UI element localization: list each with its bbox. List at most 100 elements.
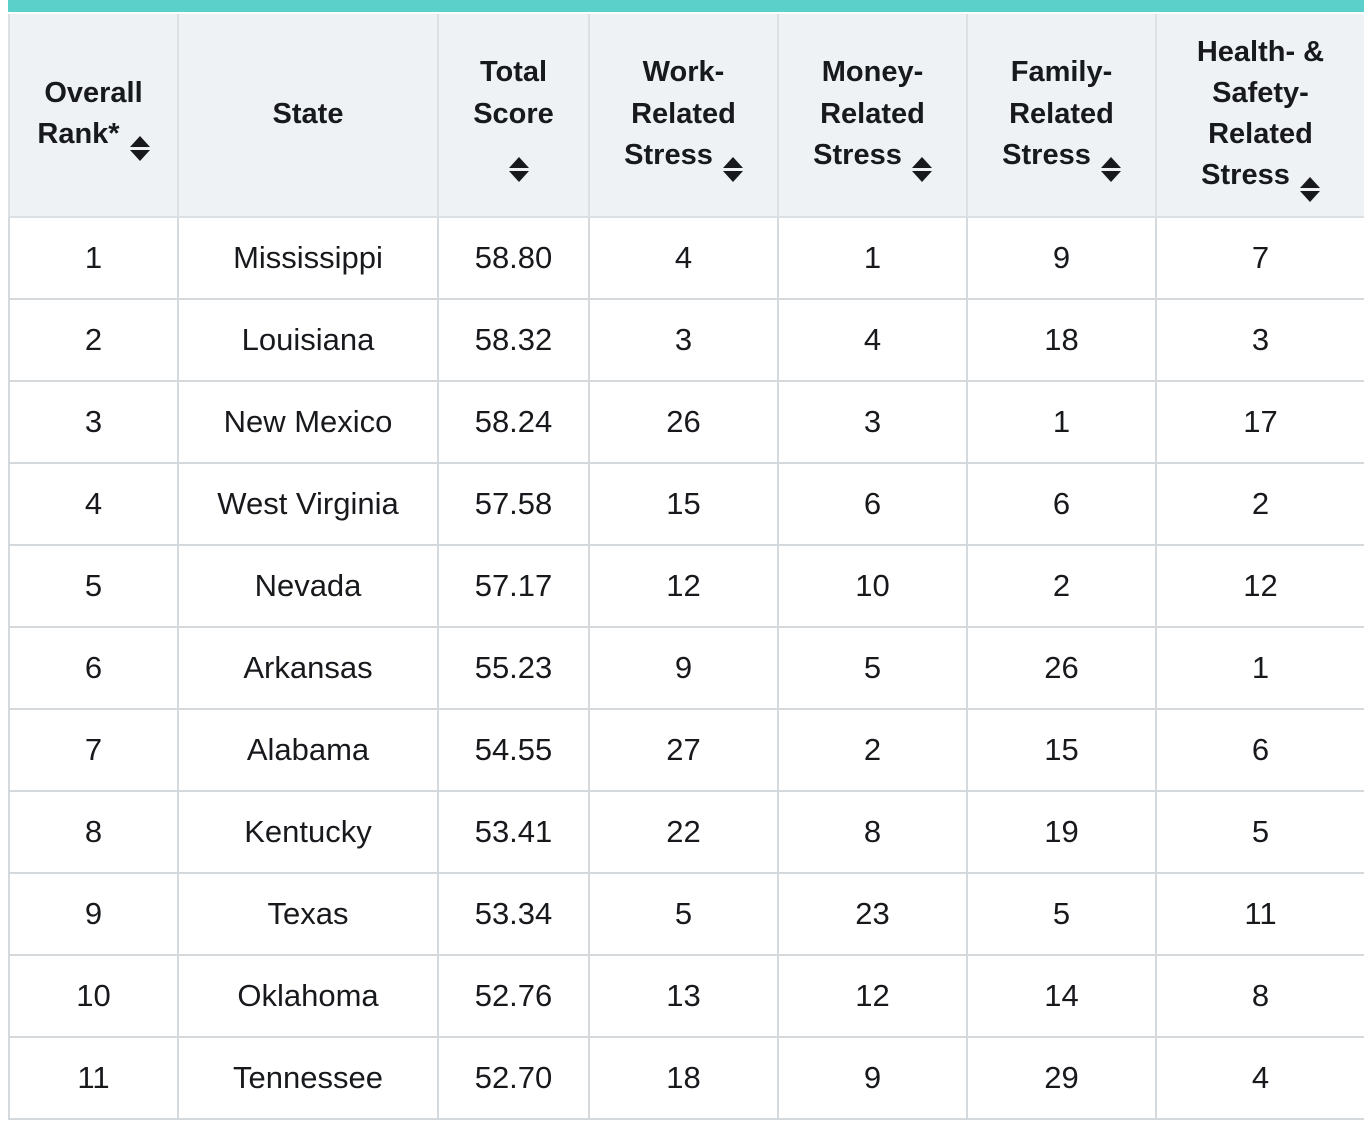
cell-family-related-stress: 5 <box>966 872 1157 956</box>
cell-state: Arkansas <box>177 626 439 710</box>
table-row: 8 Kentucky 53.41 22 8 19 5 <box>8 790 1364 874</box>
column-header-overall-rank[interactable]: Overall Rank* <box>8 14 179 218</box>
cell-overall-rank: 2 <box>8 298 179 382</box>
cell-work-related-stress: 27 <box>588 708 779 792</box>
table-body: 1 Mississippi 58.80 4 1 9 7 2 Louisiana 58.32 3 4 18… <box>8 216 1364 1120</box>
column-header-work-related-stress[interactable]: Work- Related Stress <box>588 14 779 218</box>
cell-state: Nevada <box>177 544 439 628</box>
cell-total-score: 57.17 <box>437 544 590 628</box>
cell-work-related-stress: 18 <box>588 1036 779 1120</box>
table-row: 2 Louisiana 58.32 3 4 18 3 <box>8 298 1364 382</box>
column-label-line: Safety- <box>1212 76 1309 109</box>
header-row: Overall Rank* State Total Score Work- Related S… <box>8 14 1364 218</box>
sort-icon <box>1100 156 1121 182</box>
column-label-line: Related <box>1208 118 1313 151</box>
cell-money-related-stress: 5 <box>777 626 968 710</box>
sort-icon <box>508 156 529 182</box>
table-row: 1 Mississippi 58.80 4 1 9 7 <box>8 216 1364 300</box>
cell-health-safety-related-stress: 4 <box>1155 1036 1364 1120</box>
cell-state: Mississippi <box>177 216 439 300</box>
cell-overall-rank: 4 <box>8 462 179 546</box>
cell-overall-rank: 8 <box>8 790 179 874</box>
column-label-line: Rank* <box>14 114 173 162</box>
cell-family-related-stress: 9 <box>966 216 1157 300</box>
column-label-line <box>443 135 584 182</box>
cell-money-related-stress: 1 <box>777 216 968 300</box>
cell-overall-rank: 7 <box>8 708 179 792</box>
column-label-line: Stress <box>594 135 773 182</box>
sort-icon <box>129 136 150 162</box>
column-label-line: Overall <box>44 76 143 109</box>
cell-state: Kentucky <box>177 790 439 874</box>
cell-total-score: 58.24 <box>437 380 590 464</box>
cell-overall-rank: 3 <box>8 380 179 464</box>
cell-total-score: 53.34 <box>437 872 590 956</box>
table-row: 5 Nevada 57.17 12 10 2 12 <box>8 544 1364 628</box>
column-header-total-score[interactable]: Total Score <box>437 14 590 218</box>
cell-overall-rank: 9 <box>8 872 179 956</box>
cell-health-safety-related-stress: 5 <box>1155 790 1364 874</box>
column-label-line: Total <box>479 56 548 89</box>
cell-total-score: 52.76 <box>437 954 590 1038</box>
cell-state: Louisiana <box>177 298 439 382</box>
table-row: 7 Alabama 54.55 27 2 15 6 <box>8 708 1364 792</box>
cell-health-safety-related-stress: 8 <box>1155 954 1364 1038</box>
sort-up-triangle <box>722 156 743 168</box>
cell-health-safety-related-stress: 11 <box>1155 872 1364 956</box>
cell-work-related-stress: 12 <box>588 544 779 628</box>
cell-family-related-stress: 14 <box>966 954 1157 1038</box>
column-header-health-safety-related-stress[interactable]: Health- & Safety- Related Stress <box>1155 14 1364 218</box>
cell-work-related-stress: 4 <box>588 216 779 300</box>
cell-work-related-stress: 15 <box>588 462 779 546</box>
cell-state: Alabama <box>177 708 439 792</box>
sort-icon <box>722 156 743 182</box>
cell-family-related-stress: 19 <box>966 790 1157 874</box>
cell-money-related-stress: 3 <box>777 380 968 464</box>
cell-money-related-stress: 6 <box>777 462 968 546</box>
sort-down-triangle <box>911 170 932 182</box>
table-header: Overall Rank* State Total Score Work- Related S… <box>8 14 1364 218</box>
column-header-money-related-stress[interactable]: Money- Related Stress <box>777 14 968 218</box>
column-label-line: Money- <box>821 56 924 89</box>
cell-state: West Virginia <box>177 462 439 546</box>
cell-work-related-stress: 3 <box>588 298 779 382</box>
cell-money-related-stress: 23 <box>777 872 968 956</box>
cell-work-related-stress: 26 <box>588 380 779 464</box>
cell-work-related-stress: 5 <box>588 872 779 956</box>
sort-up-triangle <box>508 156 529 168</box>
cell-health-safety-related-stress: 7 <box>1155 216 1364 300</box>
column-header-family-related-stress[interactable]: Family- Related Stress <box>966 14 1157 218</box>
cell-state: Tennessee <box>177 1036 439 1120</box>
sort-down-triangle <box>129 150 150 162</box>
column-label-line: Stress <box>972 135 1151 182</box>
cell-family-related-stress: 2 <box>966 544 1157 628</box>
cell-family-related-stress: 6 <box>966 462 1157 546</box>
cell-total-score: 57.58 <box>437 462 590 546</box>
column-label-line: Related <box>820 97 925 130</box>
column-label-line: Work- <box>642 56 725 89</box>
cell-family-related-stress: 29 <box>966 1036 1157 1120</box>
sort-down-triangle <box>1299 191 1320 203</box>
cell-overall-rank: 10 <box>8 954 179 1038</box>
sort-up-triangle <box>129 136 150 148</box>
cell-family-related-stress: 15 <box>966 708 1157 792</box>
stressed-states-table: Overall Rank* State Total Score Work- Related S… <box>8 14 1364 1120</box>
column-label-line: Health- & <box>1196 35 1325 68</box>
table-row: 6 Arkansas 55.23 9 5 26 1 <box>8 626 1364 710</box>
cell-total-score: 54.55 <box>437 708 590 792</box>
cell-state: Texas <box>177 872 439 956</box>
cell-overall-rank: 6 <box>8 626 179 710</box>
cell-overall-rank: 1 <box>8 216 179 300</box>
cell-overall-rank: 11 <box>8 1036 179 1120</box>
cell-money-related-stress: 4 <box>777 298 968 382</box>
column-label-line: Stress <box>1161 155 1360 203</box>
cell-money-related-stress: 2 <box>777 708 968 792</box>
cell-money-related-stress: 9 <box>777 1036 968 1120</box>
sort-down-triangle <box>1100 170 1121 182</box>
table-row: 9 Texas 53.34 5 23 5 11 <box>8 872 1364 956</box>
column-label-line: State <box>272 98 344 131</box>
sort-up-triangle <box>911 156 932 168</box>
cell-total-score: 53.41 <box>437 790 590 874</box>
accent-bar <box>8 0 1364 12</box>
